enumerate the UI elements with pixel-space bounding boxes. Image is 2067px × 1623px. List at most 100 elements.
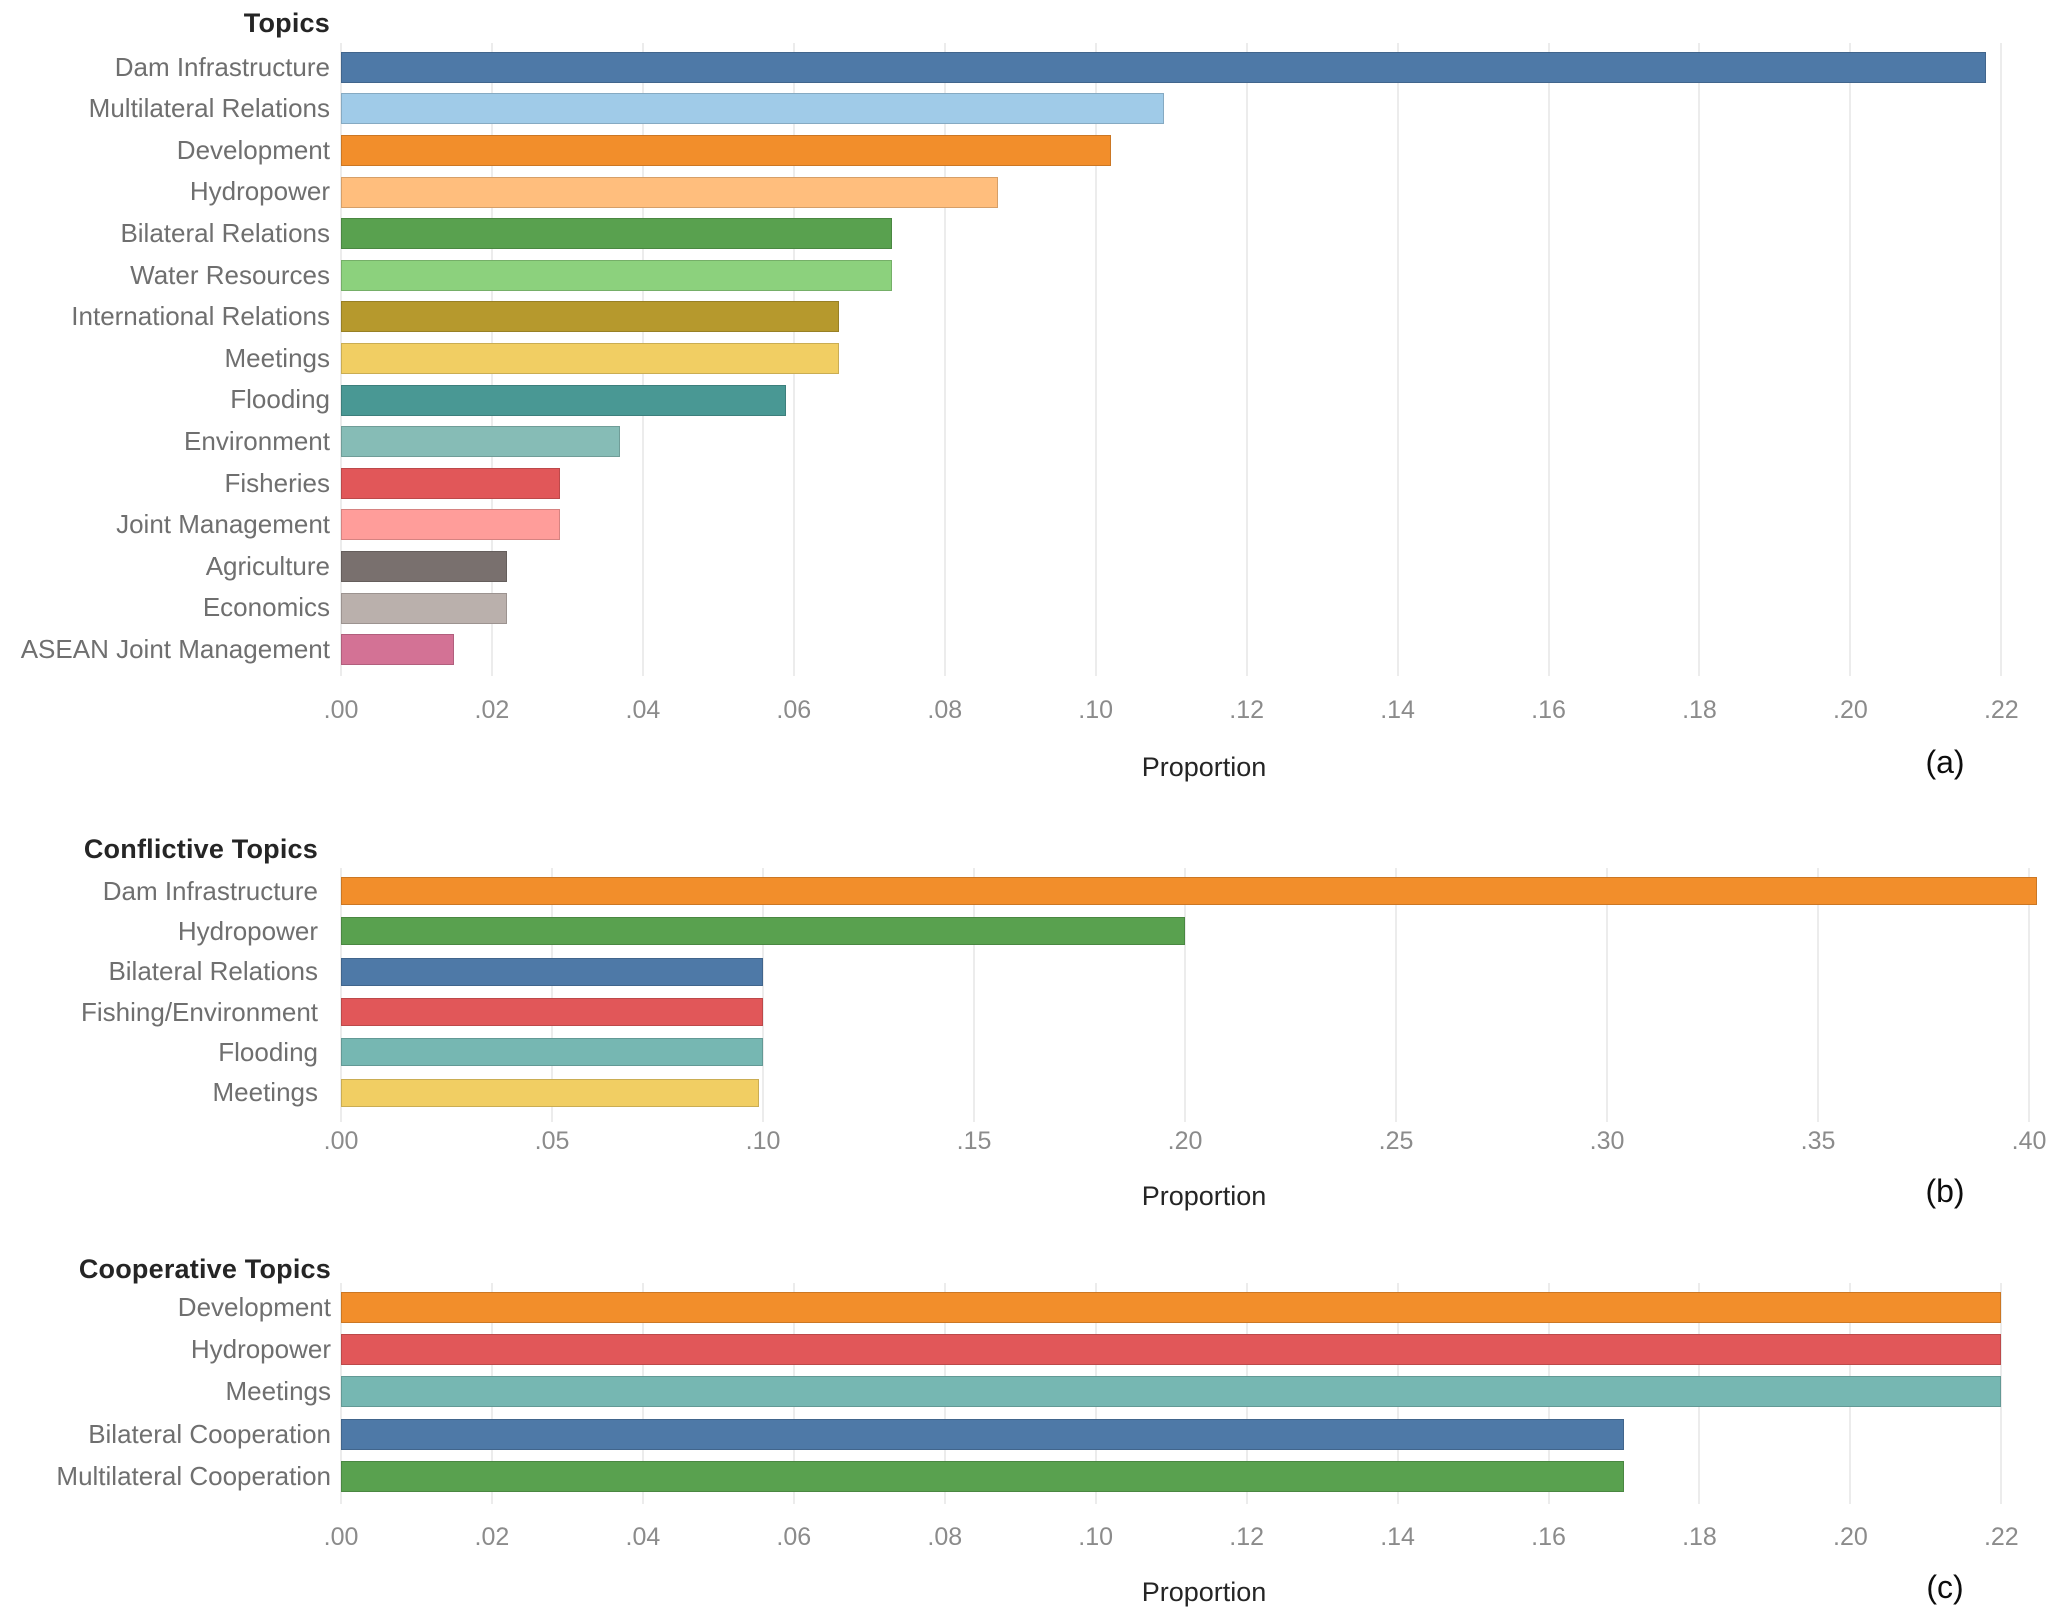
gridline: [1094, 43, 1097, 676]
tick-label: .06: [776, 1523, 812, 1551]
tick-label: .00: [323, 696, 359, 724]
bar: [341, 634, 455, 666]
tick-label: .05: [534, 1127, 570, 1155]
chart-title: Conflictive Topics: [83, 834, 318, 864]
row-label: Fisheries: [224, 467, 330, 498]
chart-title: Topics: [243, 8, 330, 38]
tick-label: .10: [745, 1127, 781, 1155]
bar: [341, 301, 840, 333]
tick-label: .16: [1531, 1523, 1566, 1551]
tick-label: .00: [323, 1127, 359, 1155]
gridline: [2000, 1283, 2003, 1504]
bar: [341, 1291, 2002, 1323]
tick-label: .06: [776, 696, 812, 724]
panel-tag: (b): [1925, 1173, 1965, 1209]
row-label: ASEAN Joint Management: [20, 634, 330, 665]
row-label: Bilateral Cooperation: [88, 1418, 331, 1449]
tick-label: .16: [1531, 696, 1566, 724]
tick-label: .25: [1378, 1127, 1414, 1155]
bar: [341, 426, 621, 458]
bar: [341, 1333, 2002, 1365]
gridline: [1396, 43, 1399, 676]
row-label: Multilateral Cooperation: [56, 1460, 331, 1491]
row-label: Flooding: [230, 384, 330, 415]
row-label: Meetings: [224, 342, 331, 373]
gridline: [2028, 868, 2031, 1122]
tick-label: .22: [1983, 696, 2019, 724]
row-label: Meetings: [212, 1077, 319, 1108]
row-label: Joint Management: [116, 509, 330, 540]
tick-label: .35: [1800, 1127, 1836, 1155]
gridline: [1849, 43, 1852, 676]
tick-label: .08: [927, 1523, 963, 1551]
tick-label: .02: [474, 696, 510, 724]
row-label: Hydropower: [177, 915, 318, 946]
panel-tag: (a): [1925, 744, 1965, 780]
bar: [341, 1078, 759, 1107]
row-label: Dam Infrastructure: [102, 875, 318, 906]
row-label: Bilateral Relations: [120, 218, 330, 249]
tick-label: .14: [1380, 696, 1415, 724]
bar: [341, 93, 1164, 125]
bar: [341, 342, 840, 374]
bar: [341, 51, 1987, 83]
bar: [341, 509, 560, 541]
tick-label: .10: [1078, 1523, 1114, 1551]
bar: [341, 550, 508, 582]
tick-label: .30: [1589, 1127, 1625, 1155]
row-label: Development: [176, 134, 330, 165]
row-label: Dam Infrastructure: [114, 51, 330, 82]
tick-label: .22: [1983, 1523, 2019, 1551]
row-label: Water Resources: [130, 259, 330, 290]
gridline: [1606, 868, 1608, 1122]
tick-label: .18: [1682, 1523, 1717, 1551]
row-label: Flooding: [218, 1036, 318, 1067]
bar: [341, 957, 763, 986]
tick-label: .20: [1833, 696, 1868, 724]
axis-label-proportion: Proportion: [1141, 1181, 1267, 1211]
tick-label: .15: [956, 1127, 992, 1155]
row-label: International Relations: [71, 301, 330, 332]
bar: [341, 218, 892, 250]
row-label: Fishing/Environment: [81, 996, 318, 1027]
row-label: Hydropower: [190, 1333, 331, 1364]
row-label: Economics: [202, 592, 330, 623]
tick-label: .02: [474, 1523, 510, 1551]
row-label: Meetings: [225, 1376, 332, 1407]
tick-label: .04: [625, 696, 661, 724]
axis-label-proportion: Proportion: [1141, 1577, 1267, 1607]
gridline: [1184, 868, 1186, 1122]
bar: [341, 1460, 1624, 1492]
bar: [341, 176, 998, 208]
bar: [341, 1376, 2002, 1408]
gridline: [943, 43, 946, 676]
tick-label: .18: [1682, 696, 1717, 724]
tick-label: .12: [1229, 1523, 1265, 1551]
row-label: Agriculture: [205, 550, 330, 581]
gridline: [1817, 868, 1820, 1122]
bar: [341, 592, 508, 624]
gridline: [1547, 43, 1550, 676]
bar: [341, 877, 2038, 906]
axis-label-proportion: Proportion: [1141, 752, 1267, 782]
row-label: Development: [177, 1291, 331, 1322]
row-label: Hydropower: [189, 176, 330, 207]
chart-title: Cooperative Topics: [78, 1254, 331, 1284]
bar: [341, 1038, 763, 1067]
bar: [341, 467, 560, 499]
tick-label: .08: [927, 696, 963, 724]
row-label: Bilateral Relations: [108, 956, 318, 987]
row-label: Environment: [184, 426, 330, 457]
gridline: [2000, 43, 2003, 676]
bar: [341, 384, 787, 416]
gridline: [340, 868, 342, 1122]
tick-label: .40: [2011, 1127, 2047, 1155]
tick-label: .14: [1380, 1523, 1415, 1551]
tick-label: .00: [323, 1523, 359, 1551]
row-label: Multilateral Relations: [88, 93, 330, 124]
bar: [341, 1418, 1624, 1450]
gridline: [973, 868, 975, 1122]
bar: [341, 134, 1111, 166]
gridline: [1698, 43, 1701, 676]
tick-label: .20: [1167, 1127, 1203, 1155]
